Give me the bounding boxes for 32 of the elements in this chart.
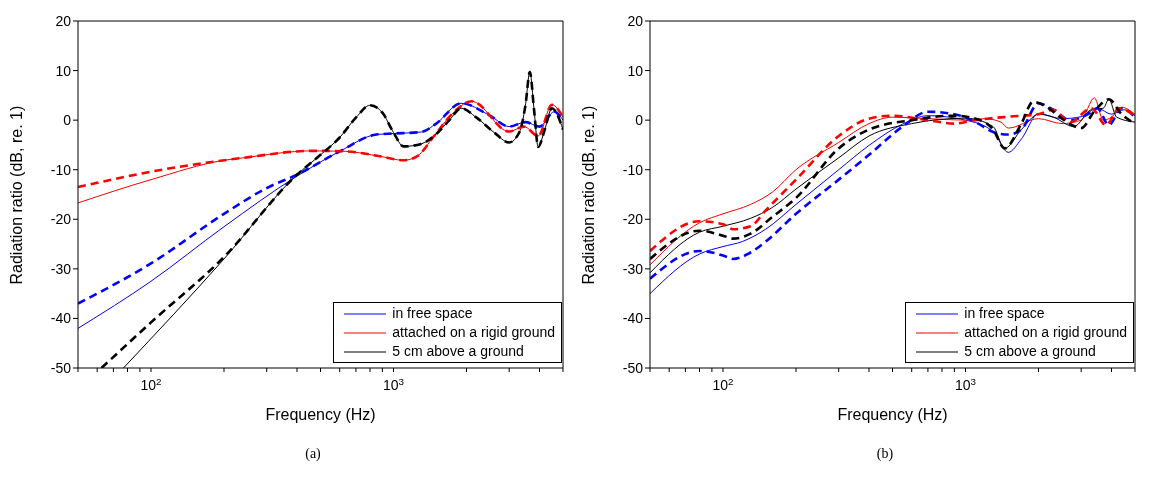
- x-axis-title: Frequency (Hz): [837, 406, 948, 423]
- y-tick-label: 0: [63, 112, 72, 129]
- y-axis-title: Radiation ratio (dB, re. 1): [7, 105, 25, 285]
- x-tick-label: 10$^{3}$: [382, 375, 405, 393]
- y-tick-label: 10: [627, 62, 644, 79]
- x-tick-label: 10$^{3}$: [954, 375, 977, 393]
- y-tick-label: 10: [55, 62, 72, 79]
- y-tick-label: 20: [627, 12, 644, 29]
- y-tick-label: -50: [50, 359, 72, 376]
- legend-label: in free space: [964, 304, 1045, 323]
- y-axis-title: Radiation ratio (dB, re. 1): [579, 105, 597, 285]
- text: (a): [304, 446, 322, 462]
- x-tick-label: 10$^{2}$: [712, 375, 734, 393]
- y-tick-label: -50: [622, 359, 644, 376]
- y-tick-label: -30: [50, 260, 72, 277]
- legend-label: 5 cm above a ground: [964, 342, 1096, 361]
- y-tick-label: -30: [622, 260, 644, 277]
- y-tick-label: -10: [622, 161, 644, 178]
- x-tick-label: 10$^{2}$: [140, 375, 162, 393]
- y-tick-label: -20: [50, 211, 72, 228]
- y-tick-label: -40: [622, 310, 644, 327]
- legend-label: attached on a rigid ground: [964, 323, 1127, 342]
- x-axis-title: Frequency (Hz): [265, 406, 376, 423]
- y-tick-label: 20: [55, 12, 72, 29]
- text: (b): [875, 446, 895, 462]
- y-tick-label: 0: [635, 112, 644, 129]
- legend-label: in free space: [392, 304, 473, 323]
- legend-label: attached on a rigid ground: [392, 323, 555, 342]
- y-tick-label: -20: [622, 211, 644, 228]
- y-tick-label: -40: [50, 310, 72, 327]
- legend-label: 5 cm above a ground: [392, 342, 524, 361]
- y-tick-label: -10: [50, 161, 72, 178]
